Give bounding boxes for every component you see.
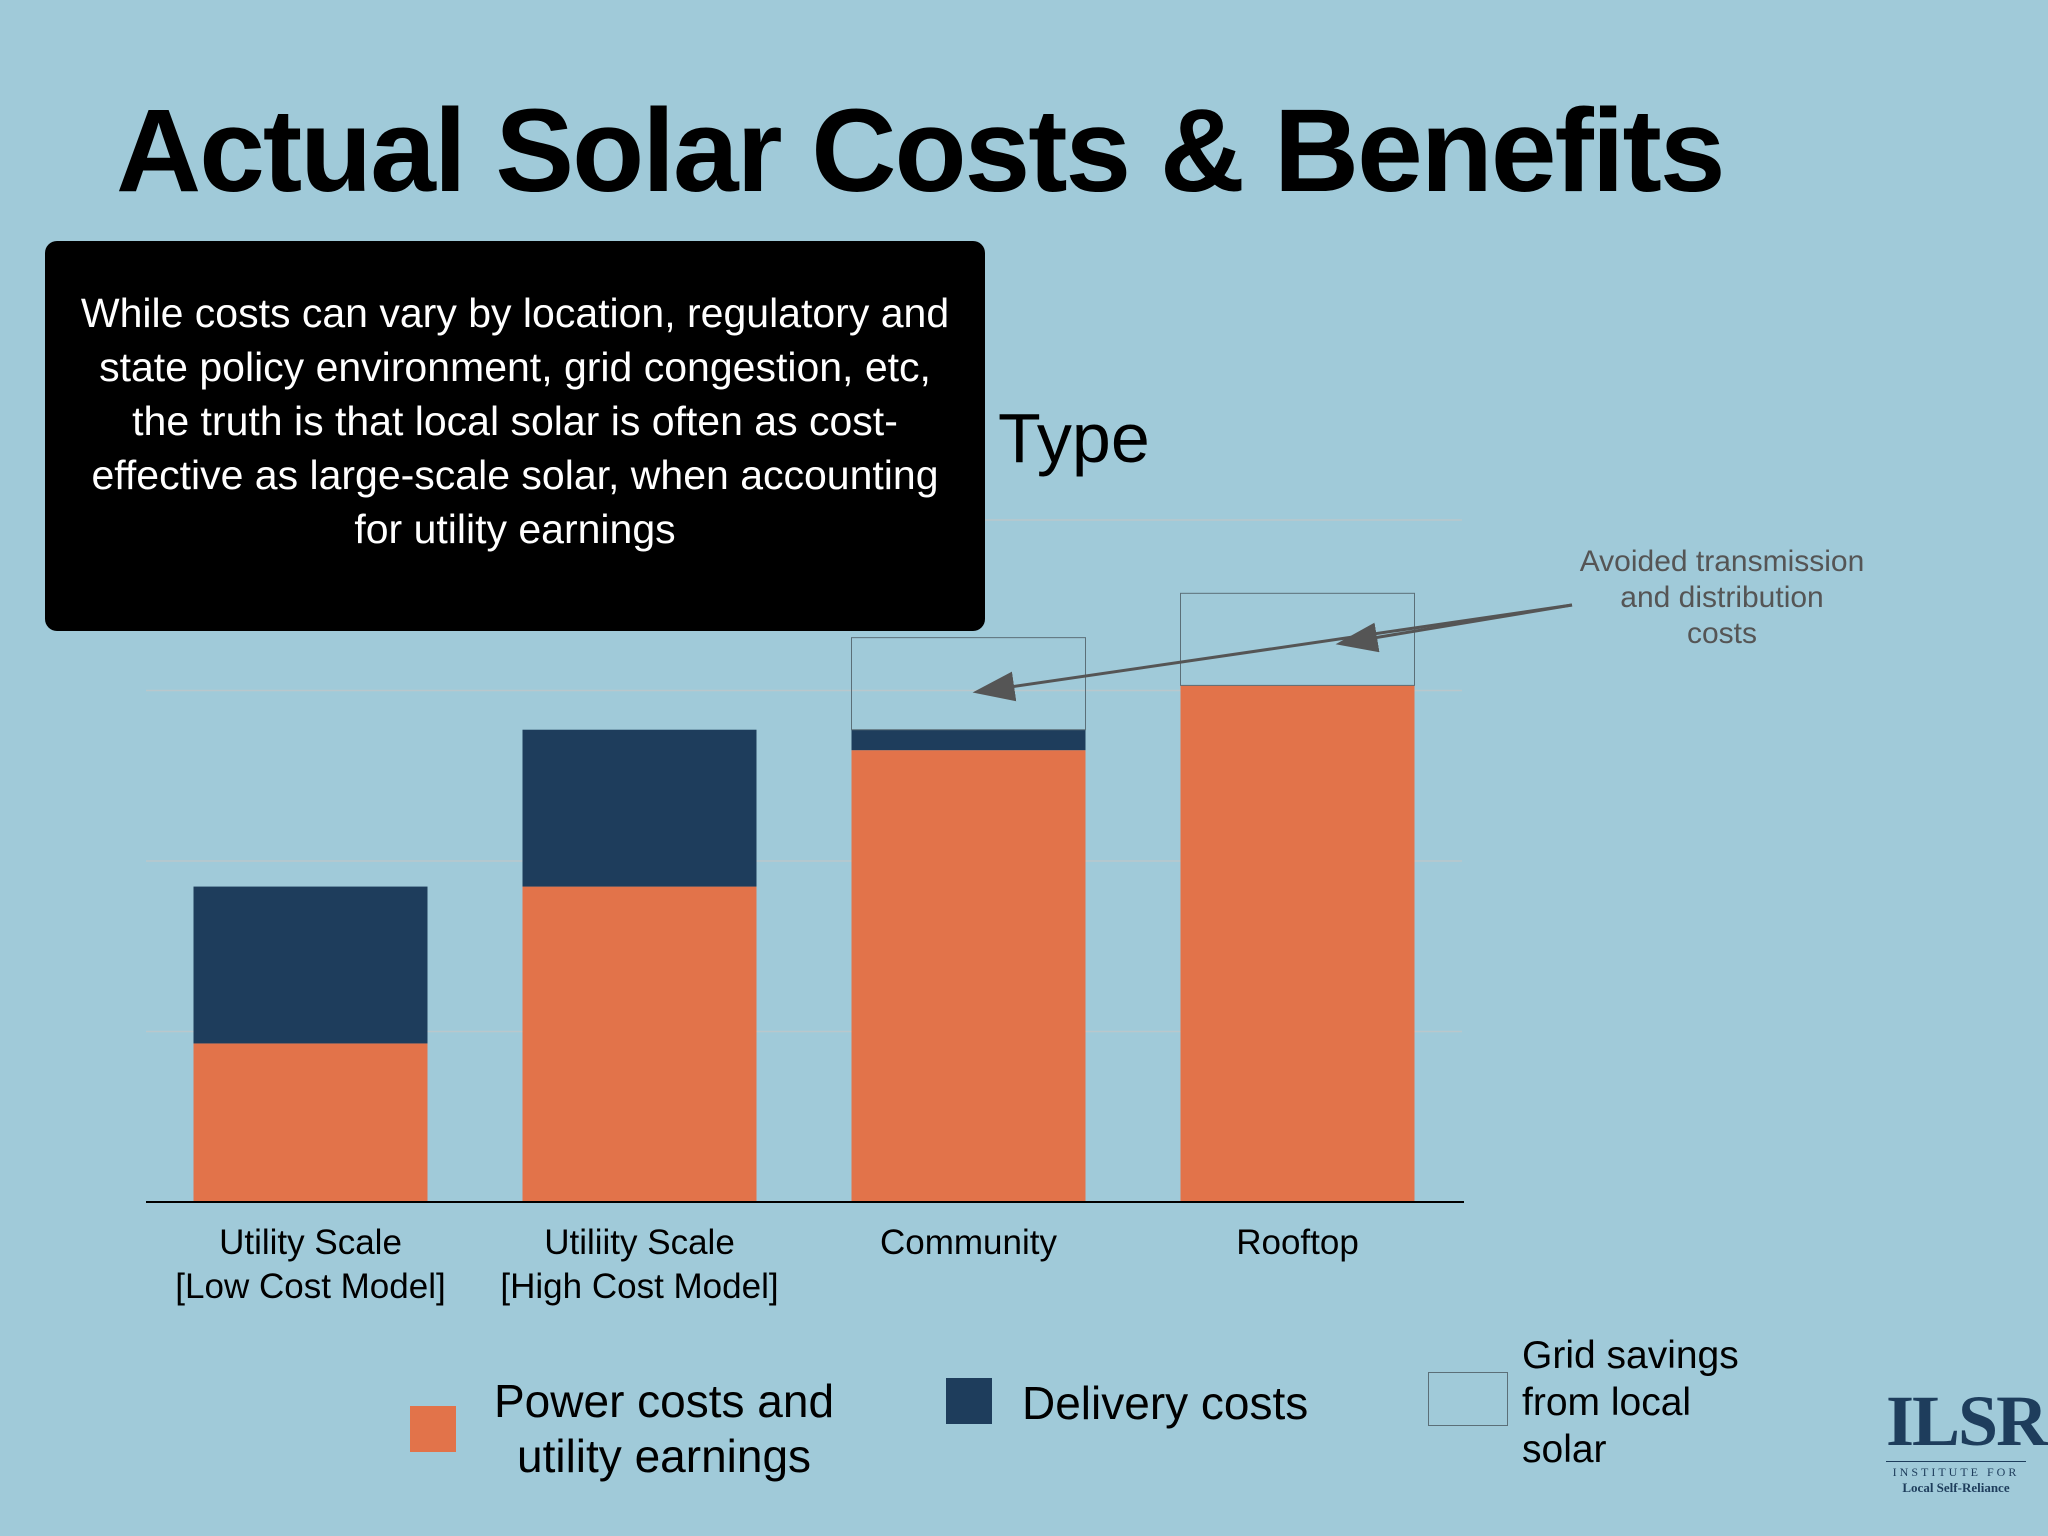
- ilsr-logo: ILSR INSTITUTE FOR Local Self-Reliance: [1886, 1381, 2048, 1496]
- callout-text: While costs can vary by location, regula…: [80, 290, 950, 552]
- bar-segment-power-costs: [522, 886, 757, 1202]
- legend-label-delivery-costs: Delivery costs: [1022, 1377, 1309, 1429]
- callout-box: While costs can vary by location, regula…: [45, 241, 985, 631]
- annotation-label: Avoided transmission and distribution cost…: [1580, 545, 1865, 650]
- chart-title-fragment: Type: [998, 399, 1150, 477]
- legend-label-power-costs: Power costs and utility earnings: [494, 1375, 835, 1483]
- legend-swatch-grid-savings: [1428, 1372, 1508, 1426]
- logo-line1: INSTITUTE FOR: [1886, 1461, 2026, 1480]
- logo-line2: Local Self-Reliance: [1902, 1480, 2010, 1495]
- bar-segment-delivery-costs: [193, 886, 428, 1044]
- annotation-arrow: [1335, 603, 1573, 653]
- bar-segment-delivery-costs: [522, 729, 757, 887]
- x-tick-label: Rooftop: [1236, 1223, 1359, 1262]
- legend-swatch-power-costs: [410, 1406, 456, 1452]
- legend-label-grid-savings: Grid savings from local solar: [1522, 1334, 1739, 1471]
- x-tick-label: Utility Scale [Low Cost Model]: [175, 1223, 445, 1306]
- bar-segment-power-costs: [851, 750, 1086, 1202]
- legend-item-power-costs: Power costs and utility earnings: [410, 1374, 834, 1484]
- annotation-arrow: [972, 603, 1573, 702]
- bar-segment-power-costs: [1180, 685, 1415, 1202]
- bar-segment-power-costs: [193, 1043, 428, 1202]
- bar-segment-delivery-costs: [851, 729, 1086, 751]
- bar-segment-grid-savings: [1180, 592, 1415, 686]
- x-tick-label: Community: [880, 1223, 1057, 1262]
- legend-item-delivery-costs: Delivery costs: [946, 1376, 1308, 1431]
- x-tick-label: Utiliity Scale [High Cost Model]: [500, 1223, 778, 1306]
- legend-item-grid-savings: Grid savings from local solar: [1428, 1332, 1739, 1473]
- legend-swatch-delivery-costs: [946, 1378, 992, 1424]
- slide-title: Actual Solar Costs & Benefits: [116, 85, 1725, 217]
- logo-mark: ILSR: [1886, 1381, 2048, 1461]
- bar-segment-grid-savings: [851, 637, 1086, 731]
